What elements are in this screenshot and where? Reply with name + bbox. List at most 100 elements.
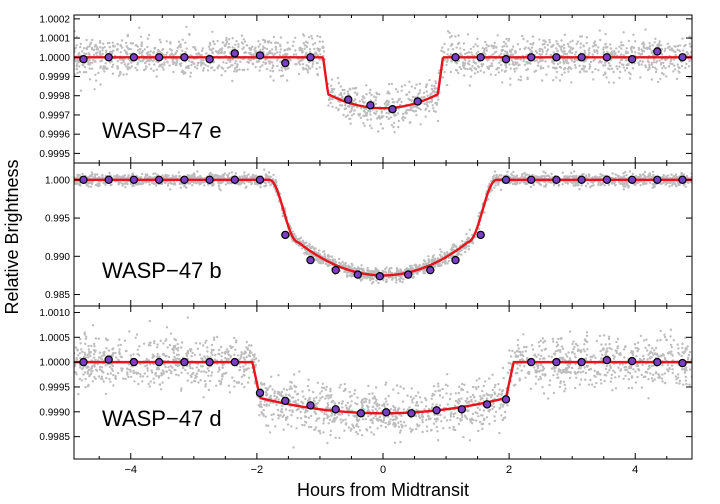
raw-point bbox=[561, 183, 564, 186]
raw-point bbox=[574, 66, 577, 69]
raw-point bbox=[682, 383, 685, 386]
raw-point bbox=[331, 259, 335, 262]
raw-point bbox=[259, 65, 262, 69]
raw-point bbox=[509, 83, 512, 86]
raw-point bbox=[598, 29, 601, 32]
binned-point bbox=[255, 175, 265, 184]
raw-point bbox=[507, 39, 510, 42]
raw-point bbox=[499, 188, 503, 192]
raw-point bbox=[512, 170, 515, 174]
raw-point bbox=[92, 48, 96, 51]
raw-point bbox=[561, 50, 564, 53]
raw-point bbox=[620, 41, 623, 44]
raw-point bbox=[471, 385, 475, 389]
raw-point bbox=[376, 270, 379, 273]
raw-point bbox=[618, 76, 621, 80]
raw-point bbox=[624, 52, 628, 55]
raw-point bbox=[297, 72, 301, 76]
raw-point bbox=[235, 40, 238, 43]
raw-point bbox=[318, 47, 321, 51]
raw-point bbox=[155, 68, 158, 71]
raw-point bbox=[138, 26, 141, 29]
raw-point bbox=[305, 251, 309, 255]
binned-point bbox=[678, 53, 687, 62]
raw-point bbox=[193, 62, 196, 66]
y-tick-label: 0.9998 bbox=[39, 91, 70, 102]
raw-point bbox=[671, 62, 674, 66]
binned-point bbox=[180, 53, 189, 62]
raw-point bbox=[544, 40, 547, 44]
raw-point bbox=[339, 262, 343, 265]
raw-point bbox=[207, 45, 211, 48]
raw-point bbox=[94, 377, 97, 381]
raw-point bbox=[338, 93, 341, 97]
raw-point bbox=[292, 40, 295, 43]
raw-point bbox=[480, 62, 483, 66]
raw-point bbox=[555, 76, 558, 79]
raw-point bbox=[146, 45, 149, 49]
raw-point bbox=[397, 125, 400, 129]
binned-point bbox=[205, 55, 214, 64]
raw-point bbox=[274, 179, 277, 182]
raw-point bbox=[131, 172, 134, 175]
raw-point bbox=[310, 34, 313, 38]
raw-point bbox=[434, 87, 437, 90]
raw-point bbox=[92, 58, 95, 62]
raw-point bbox=[216, 51, 219, 54]
raw-point bbox=[499, 59, 502, 62]
raw-point bbox=[578, 187, 581, 191]
raw-point bbox=[418, 82, 422, 86]
raw-point bbox=[617, 175, 620, 179]
raw-point bbox=[352, 99, 356, 103]
raw-point bbox=[432, 107, 435, 110]
raw-point bbox=[330, 87, 334, 91]
raw-point bbox=[387, 276, 391, 279]
raw-point bbox=[379, 122, 383, 126]
raw-point bbox=[112, 44, 115, 47]
raw-point bbox=[418, 263, 421, 267]
raw-point bbox=[116, 175, 119, 179]
raw-point bbox=[591, 53, 594, 56]
y-tick-label: 1.0000 bbox=[39, 53, 70, 64]
raw-point bbox=[389, 116, 393, 119]
raw-point bbox=[602, 73, 605, 77]
raw-point bbox=[536, 175, 539, 179]
raw-point bbox=[400, 100, 403, 104]
raw-point bbox=[452, 243, 456, 246]
raw-point bbox=[522, 57, 525, 61]
raw-point bbox=[119, 44, 122, 47]
raw-point bbox=[247, 173, 250, 176]
raw-point bbox=[245, 174, 249, 177]
raw-point bbox=[262, 61, 265, 64]
raw-point bbox=[539, 375, 542, 379]
raw-point bbox=[104, 62, 107, 65]
raw-point bbox=[75, 65, 78, 68]
raw-point bbox=[366, 266, 369, 270]
binned-point bbox=[154, 53, 164, 62]
raw-point bbox=[323, 250, 326, 253]
raw-point bbox=[651, 44, 654, 47]
raw-point bbox=[362, 109, 366, 113]
raw-point bbox=[142, 58, 146, 61]
raw-point bbox=[382, 270, 385, 273]
raw-point bbox=[231, 79, 234, 83]
raw-point bbox=[573, 60, 577, 63]
raw-point bbox=[312, 254, 315, 257]
raw-point bbox=[458, 65, 461, 69]
raw-point bbox=[185, 25, 188, 29]
raw-point bbox=[94, 73, 97, 77]
raw-point bbox=[511, 182, 515, 186]
raw-point bbox=[179, 182, 182, 185]
raw-point bbox=[408, 91, 411, 94]
raw-point bbox=[102, 42, 105, 45]
raw-point bbox=[155, 75, 158, 78]
raw-point bbox=[662, 64, 665, 68]
raw-point bbox=[670, 184, 674, 187]
raw-point bbox=[497, 66, 500, 70]
raw-point bbox=[563, 46, 566, 50]
raw-point bbox=[96, 173, 99, 176]
raw-point bbox=[522, 37, 525, 41]
raw-point bbox=[472, 45, 475, 48]
raw-point bbox=[370, 276, 373, 279]
raw-point bbox=[82, 71, 86, 74]
